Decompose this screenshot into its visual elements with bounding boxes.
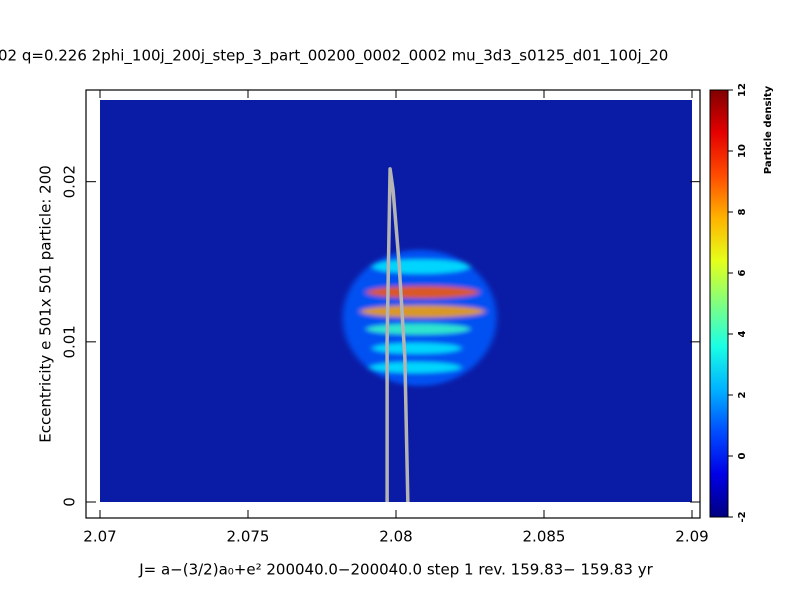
colorbar-tick-label: 12: [737, 83, 748, 97]
y-tick-label: 0: [61, 497, 79, 507]
colorbar-label: Particle density: [763, 85, 774, 174]
colorbar-tick-label: 10: [737, 144, 748, 158]
x-tick-label: 2.075: [227, 528, 270, 546]
density-band: [366, 285, 479, 299]
x-tick-label: 2.09: [675, 528, 708, 546]
y-axis-label: Eccentricity e 501x 501 particle: 200: [37, 165, 55, 443]
y-tick-label: 0.02: [61, 165, 79, 198]
x-tick-label: 2.085: [523, 528, 566, 546]
colorbar-tick-label: 0: [737, 452, 748, 459]
density-band: [366, 323, 471, 335]
colorbar-tick-label: 6: [737, 269, 748, 276]
y-tick-label: 0.01: [61, 325, 79, 358]
chart-title: 02 q=0.226 2phi_100j_200j_step_3_part_00…: [0, 47, 668, 66]
colorbar-tick-label: 4: [737, 330, 748, 337]
density-band: [372, 342, 462, 354]
colorbar-tick-label: 2: [737, 391, 748, 398]
curve: [385, 167, 410, 503]
density-band: [369, 361, 462, 374]
x-axis-label: J= a−(3/2)a₀+e² 200040.0−200040.0 step 1…: [138, 561, 653, 579]
density-band: [372, 259, 470, 274]
colorbar-tick-label: 8: [737, 208, 748, 215]
colorbar: [709, 89, 729, 518]
x-tick-label: 2.07: [83, 528, 116, 546]
x-tick-label: 2.08: [379, 528, 412, 546]
plot-frame: [85, 89, 701, 519]
density-field: [342, 249, 497, 386]
density-band: [360, 305, 485, 318]
colorbar-tick-label: -2: [737, 511, 748, 522]
density-band: [342, 249, 497, 386]
